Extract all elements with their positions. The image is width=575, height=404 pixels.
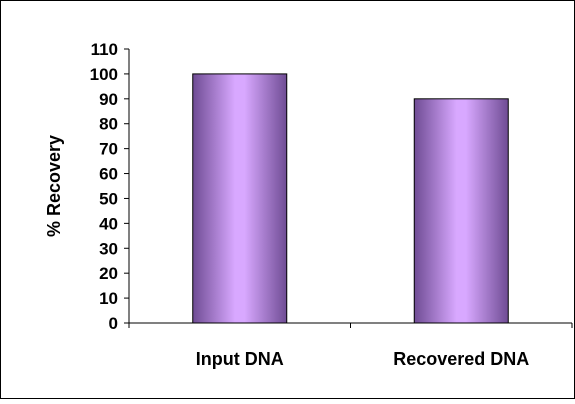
- y-tick-labels: 0 10 20 30 40 50 60 70 80 90 100 110: [90, 40, 118, 333]
- y-tick-label: 10: [99, 289, 118, 308]
- y-tick-label: 0: [109, 314, 118, 333]
- y-tick-label: 40: [99, 214, 118, 233]
- y-tick-label: 90: [99, 90, 118, 109]
- y-tick-label: 110: [91, 40, 118, 59]
- y-tick-label: 50: [99, 189, 118, 208]
- x-tick-label: Input DNA: [196, 349, 284, 369]
- y-tick-label: 70: [99, 140, 118, 159]
- y-tick-label: 80: [99, 115, 118, 134]
- bar-input-dna: [192, 73, 288, 324]
- y-tick-label: 30: [99, 239, 118, 258]
- y-tick-label: 20: [99, 264, 118, 283]
- bars-layer: [192, 73, 509, 324]
- x-tick-label: Recovered DNA: [393, 349, 529, 369]
- y-axis-title: % Recovery: [44, 135, 64, 237]
- y-tick-label: 60: [99, 165, 118, 184]
- x-tick-labels: Input DNA Recovered DNA: [196, 349, 530, 369]
- y-tick-label: 100: [90, 65, 118, 84]
- axes-layer: [124, 48, 573, 328]
- bar-recovered-dna: [413, 98, 509, 324]
